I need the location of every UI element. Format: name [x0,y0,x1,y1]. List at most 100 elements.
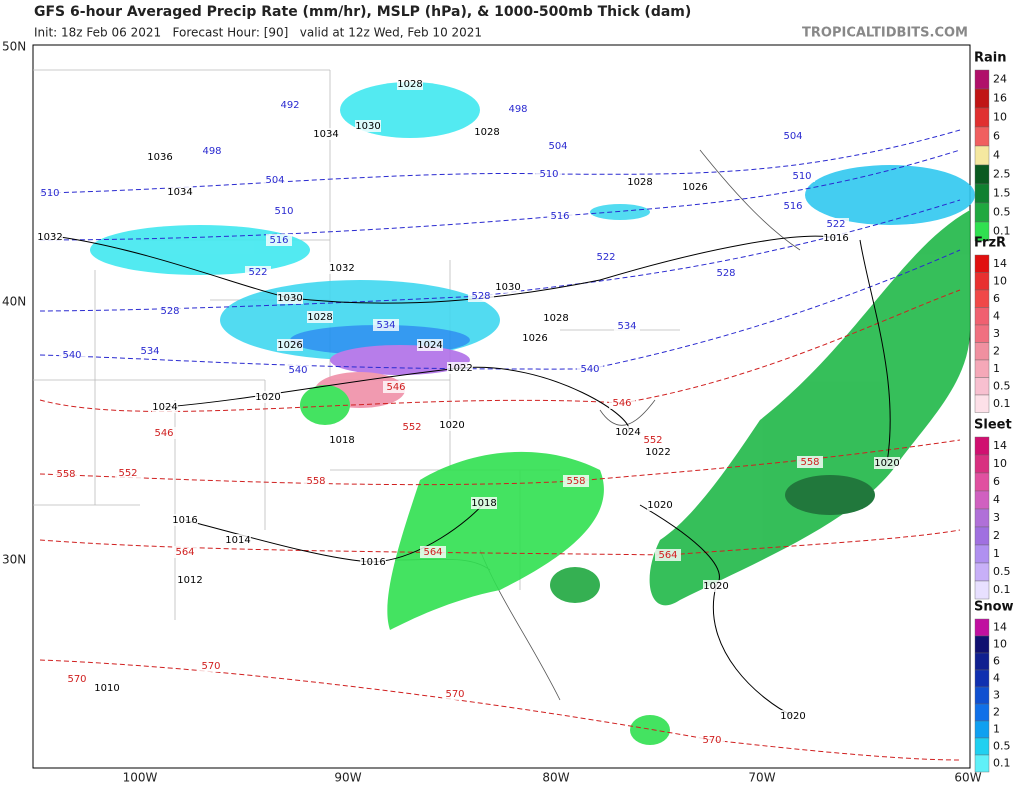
label-backdrop [313,128,339,140]
label-backdrop [593,251,619,263]
legend-title: FrzR [974,236,1006,251]
thickness-label: 510 [40,188,59,199]
isobar-label: 1028 [543,313,568,324]
legend-level: 0.5 [993,740,1011,753]
label-backdrop [522,332,548,344]
thickness-label: 558 [800,457,819,468]
thickness-contour [39,129,961,194]
thickness-label: 510 [539,169,558,180]
legend-swatch [974,377,990,396]
thickness-label: 492 [280,100,299,111]
thickness-label: 552 [402,422,421,433]
legend-level: 14 [993,257,1007,270]
legend-level: 0.5 [993,565,1011,578]
legend-title: Sleet [974,418,1012,433]
site-name: TROPICALTIDBITS.COM [802,26,968,41]
label-backdrop [37,187,63,199]
label-backdrop [115,467,141,479]
legend-level: 0.1 [993,583,1011,596]
thickness-label: 546 [612,398,631,409]
thickness-label: 552 [118,468,137,479]
isobar-label: 1028 [474,127,499,138]
thickness-label: 570 [702,735,721,746]
legend-swatch [974,490,990,510]
thickness-label: 528 [716,268,735,279]
rain-area [630,715,670,745]
label-backdrop [577,363,603,375]
label-backdrop [262,174,288,186]
legend-level: 1 [993,362,1000,375]
label-backdrop [797,456,823,468]
label-backdrop [505,103,531,115]
label-backdrop [64,673,90,685]
thickness-label: 498 [202,146,221,157]
legend-level: 24 [993,73,1007,86]
label-backdrop [59,349,85,361]
longitude-label: 100W [123,771,158,785]
legend-swatch [974,164,990,185]
label-backdrop [147,151,173,163]
legend-level: 14 [993,621,1007,634]
label-backdrop [640,434,666,446]
latitude-label: 40N [2,295,26,309]
isobar-label: 1030 [495,282,520,293]
label-backdrop [780,130,806,142]
label-backdrop [37,231,63,243]
legend-swatch [974,454,990,474]
isobar-label: 1022 [447,363,472,374]
label-backdrop [647,499,673,511]
label-backdrop [172,546,198,558]
label-backdrop [442,688,468,700]
thickness-label: 564 [423,547,442,558]
legend-swatch [974,307,990,326]
legend-level: 16 [993,92,1007,105]
legend-swatch [974,436,990,456]
label-backdrop [383,381,409,393]
isobar-label: 1016 [360,557,385,568]
sleet-area [330,345,470,375]
thickness-label: 516 [550,211,569,222]
thickness-label: 540 [288,365,307,376]
isobar-label: 1012 [177,575,202,586]
label-backdrop [655,549,681,561]
label-backdrop [198,660,224,672]
legend-level: 6 [993,292,1000,305]
legend-swatch [974,720,990,739]
label-backdrop [471,497,497,509]
isobar-label: 1026 [277,340,302,351]
rain-area [649,210,970,606]
isobar-label: 1024 [152,402,177,413]
legend-swatch [974,737,990,756]
label-backdrop [682,181,708,193]
snow-area [90,225,310,275]
thickness-label: 522 [596,252,615,263]
label-backdrop [167,186,193,198]
isobar-label: 1032 [37,232,62,243]
isobar-label: 1020 [703,581,728,592]
thickness-label: 522 [248,267,267,278]
thickness-label: 558 [56,469,75,480]
map-area: 1028 1034 1030 1028 1036 1034 1032 1032 1030 1028… [32,44,975,769]
thickness-label: 510 [274,206,293,217]
isobar-label: 1036 [147,152,172,163]
label-backdrop [329,262,355,274]
label-backdrop [439,419,465,431]
thickness-label: 564 [175,547,194,558]
label-backdrop [615,426,641,438]
label-backdrop [609,397,635,409]
snow-area [590,204,650,220]
thickness-label: 564 [658,550,677,561]
rain-area [550,567,600,603]
label-backdrop [547,210,573,222]
isobar-label: 1018 [471,498,496,509]
label-backdrop [285,364,311,376]
thickness-label: 516 [269,235,288,246]
legend-level: 0.1 [993,757,1011,770]
label-backdrop [137,345,163,357]
label-backdrop [397,78,423,90]
label-backdrop [277,99,303,111]
thickness-label: 570 [67,674,86,685]
label-backdrop [157,305,183,317]
thickness-label: 552 [643,435,662,446]
thickness-label: 534 [617,321,636,332]
